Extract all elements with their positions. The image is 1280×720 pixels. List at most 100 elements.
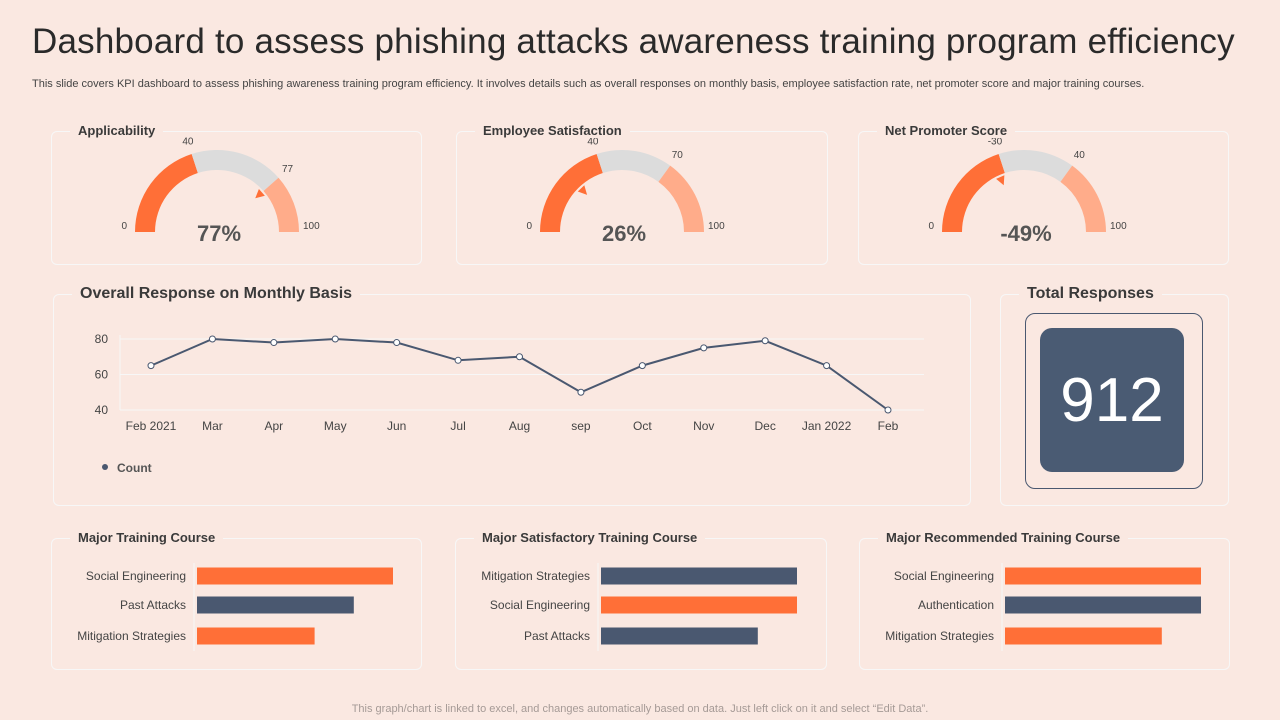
gauge-band-low xyxy=(540,154,603,232)
gauge-band-label: -30 xyxy=(988,137,1003,148)
gauge-max-label: 100 xyxy=(1110,221,1127,232)
gauge-min-label: 0 xyxy=(526,221,532,232)
gauge-chart: 0 100 -30 40 -49% xyxy=(928,137,1127,246)
bar-category-label: Mitigation Strategies xyxy=(481,569,590,583)
bar-chart: Social Engineering Past Attacks Mitigation… xyxy=(77,563,393,651)
gauge-band-mid xyxy=(596,150,671,182)
total-responses-title: Total Responses xyxy=(1019,285,1162,303)
data-point xyxy=(454,356,462,364)
bar-panel-major-training-course: Major Training Course Social Engineering… xyxy=(51,530,422,670)
page-subtitle: This slide covers KPI dashboard to asses… xyxy=(32,78,1145,90)
page-title: Dashboard to assess phishing attacks awa… xyxy=(32,22,1235,61)
gauge-panel-employee-satisfaction: Employee Satisfaction 0 100 40 70 26% xyxy=(456,123,828,265)
x-tick-label: Nov xyxy=(693,419,714,433)
bar xyxy=(197,567,393,585)
bar-chart: Mitigation Strategies Social Engineering P… xyxy=(481,563,797,651)
gauge-band-mid xyxy=(191,150,279,191)
data-point xyxy=(577,388,585,396)
gauge-value-label: 26% xyxy=(602,221,646,246)
gauge-max-label: 100 xyxy=(303,221,320,232)
bar-category-label: Social Engineering xyxy=(86,569,186,583)
legend-marker xyxy=(102,464,108,470)
bar xyxy=(197,627,315,645)
x-tick-label: Aug xyxy=(509,419,530,433)
x-tick-label: Feb xyxy=(878,419,899,433)
data-point xyxy=(270,339,278,347)
x-tick-label: Oct xyxy=(633,419,652,433)
gauge-band-label: 40 xyxy=(1074,150,1086,161)
bar xyxy=(601,567,797,585)
total-responses-panel: Total Responses 912 xyxy=(1000,285,1229,506)
bar-category-label: Authentication xyxy=(918,598,994,612)
gauge-panel-applicability: Applicability 0 100 40 77 77% xyxy=(51,123,422,265)
x-tick-label: Mar xyxy=(202,419,223,433)
x-tick-label: sep xyxy=(571,419,591,433)
gauge-band-label: 40 xyxy=(182,137,194,148)
gauge-band-mid xyxy=(998,150,1073,182)
bar-panel-major-recommended-training-course: Major Recommended Training Course Social… xyxy=(859,530,1230,670)
data-point xyxy=(208,335,216,343)
x-tick-label: Jul xyxy=(450,419,465,433)
legend-label: Count xyxy=(117,461,152,475)
bar xyxy=(601,627,758,645)
bar-chart: Social Engineering Authentication Mitigati… xyxy=(885,563,1201,651)
y-tick-label: 80 xyxy=(95,332,109,346)
data-point xyxy=(884,406,892,414)
bar xyxy=(1005,627,1162,645)
gauge-title: Employee Satisfaction xyxy=(475,123,630,138)
line-chart-panel: Overall Response on Monthly Basis 40 60 80… xyxy=(53,285,971,506)
gauge-min-label: 0 xyxy=(121,221,127,232)
data-point xyxy=(331,335,339,343)
bar-chart-title: Major Recommended Training Course xyxy=(878,530,1129,545)
y-tick-label: 60 xyxy=(95,368,109,382)
gauge-band-label: 77 xyxy=(282,164,294,175)
data-point xyxy=(393,339,401,347)
gauge-pointer-icon xyxy=(996,175,1005,186)
x-tick-label: Feb 2021 xyxy=(126,419,177,433)
x-tick-label: Dec xyxy=(754,419,775,433)
data-point xyxy=(147,362,155,370)
gauge-min-label: 0 xyxy=(928,221,934,232)
bar xyxy=(1005,596,1201,614)
bar-chart-title: Major Training Course xyxy=(70,530,224,545)
line-chart-title: Overall Response on Monthly Basis xyxy=(72,285,361,303)
bar-category-label: Mitigation Strategies xyxy=(885,629,994,643)
gauge-band-high xyxy=(658,165,704,232)
gauge-band-label: 70 xyxy=(672,150,684,161)
bar xyxy=(601,596,797,614)
gauge-max-label: 100 xyxy=(708,221,725,232)
gauge-pointer-icon xyxy=(255,189,265,199)
gauge-value-label: -49% xyxy=(1000,221,1051,246)
bar-category-label: Past Attacks xyxy=(120,598,186,612)
bar-category-label: Past Attacks xyxy=(524,629,590,643)
footer-note: This graph/chart is linked to excel, and… xyxy=(351,703,929,715)
total-responses-value: 912 xyxy=(1040,328,1184,472)
bar xyxy=(1005,567,1201,585)
total-responses-frame: 912 xyxy=(1025,313,1203,489)
data-point xyxy=(700,344,708,352)
gauge-band-high xyxy=(1060,165,1106,232)
gauge-pointer-icon xyxy=(577,185,588,195)
gauge-band-low xyxy=(942,154,1005,232)
bar-category-label: Mitigation Strategies xyxy=(77,629,186,643)
data-point xyxy=(761,337,769,345)
bar-chart-title: Major Satisfactory Training Course xyxy=(474,530,706,545)
gauge-chart: 0 100 40 70 26% xyxy=(526,137,725,246)
bar-panel-major-satisfactory-training-course: Major Satisfactory Training Course Mitig… xyxy=(455,530,827,670)
x-tick-label: Apr xyxy=(264,419,283,433)
line-chart: 40 60 80 Feb 2021 Mar Apr May Jun Jul Aug sep Oct No… xyxy=(95,332,924,475)
bar xyxy=(197,596,354,614)
gauge-panel-net-promoter-score: Net Promoter Score 0 100 -30 40 -49% xyxy=(858,123,1229,265)
gauge-chart: 0 100 40 77 77% xyxy=(121,137,320,246)
x-tick-label: Jun xyxy=(387,419,406,433)
gauge-band-low xyxy=(135,154,198,232)
data-point xyxy=(638,362,646,370)
bar-category-label: Social Engineering xyxy=(894,569,994,583)
gauge-title: Applicability xyxy=(70,123,164,138)
data-point xyxy=(516,353,523,361)
gauge-title: Net Promoter Score xyxy=(877,123,1016,138)
x-tick-label: Jan 2022 xyxy=(802,419,852,433)
data-point xyxy=(823,362,831,370)
gauge-band-label: 40 xyxy=(587,137,599,148)
gauge-value-label: 77% xyxy=(197,221,241,246)
